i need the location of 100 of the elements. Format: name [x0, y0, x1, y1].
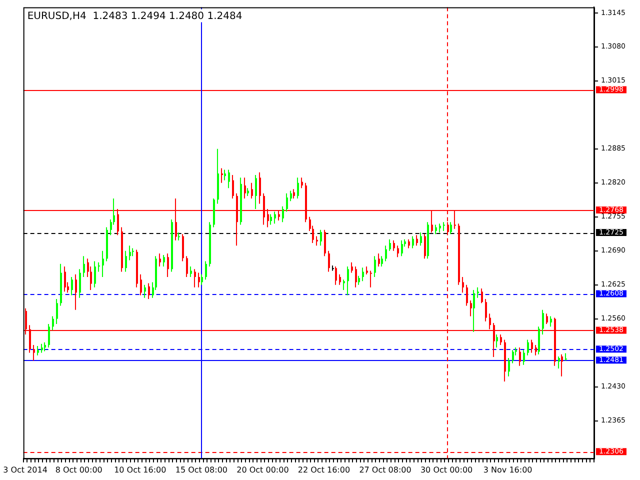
- candlestick: [182, 234, 184, 262]
- candlestick: [473, 290, 475, 332]
- candlestick: [324, 229, 326, 257]
- candlestick: [339, 274, 341, 286]
- candlestick: [286, 192, 288, 212]
- candlestick: [542, 309, 544, 335]
- candlestick: [378, 252, 380, 268]
- candlestick: [351, 262, 353, 274]
- candlestick: [293, 188, 295, 200]
- candlestick: [167, 252, 169, 278]
- candlestick: [512, 350, 514, 364]
- candlestick: [290, 190, 292, 202]
- chart-title: EURUSD,H4 1.2483 1.2494 1.2480 1.2484: [27, 10, 242, 22]
- x-tick-label: 20 Oct 00:00: [236, 465, 289, 474]
- candlestick: [450, 222, 452, 235]
- candlestick: [328, 250, 330, 272]
- candlestick: [389, 238, 391, 252]
- candlestick: [205, 260, 207, 280]
- candlestick: [270, 214, 272, 226]
- candlestick: [374, 256, 376, 278]
- candlestick: [481, 288, 483, 304]
- candlestick: [251, 182, 253, 200]
- candlestick: [37, 345, 39, 356]
- x-tick-label: 10 Oct 16:00: [114, 465, 166, 474]
- candlestick: [477, 286, 479, 298]
- candlestick: [255, 174, 257, 210]
- candlestick: [470, 300, 472, 317]
- candlestick: [316, 236, 318, 246]
- candlestick: [355, 266, 357, 288]
- candlestick: [232, 174, 234, 200]
- candlestick: [535, 344, 537, 356]
- candlestick: [244, 177, 246, 200]
- candlestick: [132, 248, 134, 257]
- candlestick: [412, 236, 414, 249]
- x-tick-label: 3 Oct 2014: [3, 465, 48, 474]
- candlestick: [282, 206, 284, 223]
- candlestick: [48, 324, 50, 348]
- candlestick: [75, 274, 77, 310]
- candlestick: [163, 254, 165, 268]
- candlestick: [381, 256, 383, 268]
- candlestick: [90, 266, 92, 291]
- candlestick: [523, 350, 525, 366]
- candlestick: [83, 256, 85, 278]
- candlestick: [558, 356, 560, 369]
- candlestick: [297, 177, 299, 200]
- candlestick: [424, 234, 426, 260]
- candlestick: [546, 313, 548, 325]
- candlestick: [335, 266, 337, 286]
- candlestick: [393, 240, 395, 252]
- candlestick: [56, 298, 58, 325]
- candlestick: [343, 279, 345, 291]
- candlestick: [190, 266, 192, 278]
- candlestick: [385, 245, 387, 262]
- candlestick: [485, 298, 487, 322]
- candlestick: [416, 234, 418, 246]
- candlestick: [538, 326, 540, 355]
- candlestick: [274, 211, 276, 224]
- candlestick: [221, 168, 223, 184]
- x-tick-label: 22 Oct 16:00: [298, 465, 350, 474]
- candlestick: [519, 347, 521, 366]
- candlestick: [550, 316, 552, 328]
- candlestick: [435, 224, 437, 235]
- candlestick: [531, 339, 533, 354]
- candlestick: [320, 229, 322, 246]
- candlestick: [500, 334, 502, 346]
- candlestick: [362, 267, 364, 282]
- candlestick: [140, 274, 142, 296]
- x-tick-label: 27 Oct 08:00: [359, 465, 412, 474]
- x-tick-label: 30 Oct 00:00: [420, 465, 473, 474]
- candlestick: [397, 245, 399, 258]
- candlestick: [98, 262, 100, 272]
- candlestick: [527, 339, 529, 356]
- candlestick: [259, 172, 261, 204]
- candlestick: [561, 354, 563, 377]
- candlestick: [52, 316, 54, 331]
- candlestick: [186, 256, 188, 278]
- x-tick-label: 15 Oct 08:00: [175, 465, 228, 474]
- candlestick: [198, 272, 200, 288]
- candlestick: [466, 284, 468, 306]
- x-tick-label: 8 Oct 00:00: [55, 465, 102, 474]
- candlestick: [462, 276, 464, 294]
- candlestick: [129, 245, 131, 261]
- candlestick: [370, 270, 372, 288]
- candlestick: [94, 260, 96, 288]
- candlestick: [102, 250, 104, 278]
- candlestick: [125, 250, 127, 272]
- candlestick: [401, 240, 403, 257]
- candlestick: [79, 268, 81, 298]
- candlestick: [201, 274, 203, 286]
- candlestick: [420, 232, 422, 246]
- candlestick: [347, 266, 349, 296]
- candlestick: [71, 276, 73, 296]
- candlestick: [301, 177, 303, 189]
- candlestick: [496, 334, 498, 348]
- candlestick: [194, 268, 196, 288]
- x-tick-label: 3 Nov 16:00: [483, 465, 532, 474]
- candlestick: [178, 232, 180, 241]
- candlestick: [224, 169, 226, 181]
- candlestick: [144, 284, 146, 298]
- candlestick: [159, 252, 161, 268]
